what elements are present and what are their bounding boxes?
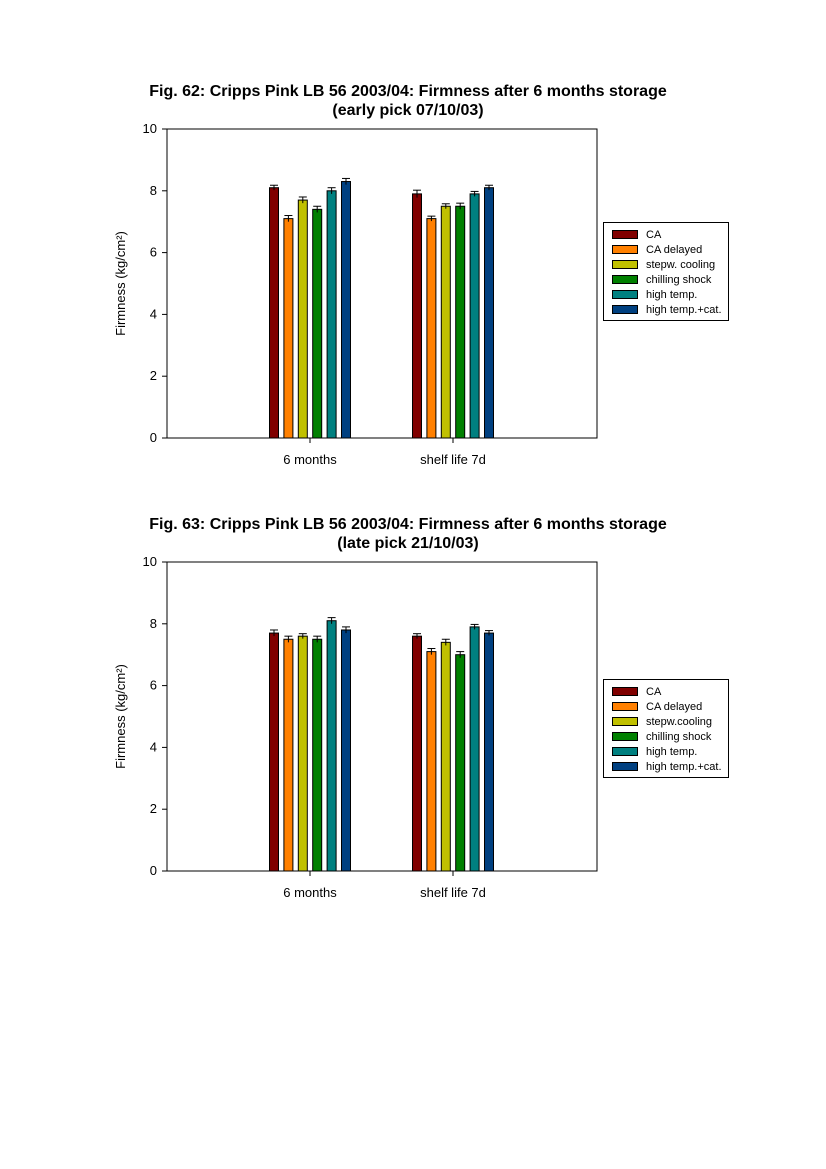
- chart-legend: CA CA delayed stepw. cooling chilling shock…: [603, 222, 729, 321]
- bar: [269, 632, 279, 872]
- bar: [312, 638, 323, 872]
- chart-title-line: Fig. 62: Cripps Pink LB 56 2003/04: Firm…: [149, 83, 667, 100]
- legend-swatch: [612, 762, 638, 771]
- x-tick-label: shelf life 7d: [420, 452, 486, 467]
- legend-label: CA delayed: [646, 700, 703, 713]
- legend-item: stepw.cooling: [612, 714, 722, 729]
- y-tick-label: 6: [150, 245, 157, 260]
- legend-swatch: [612, 732, 638, 741]
- legend-label: CA: [646, 685, 662, 698]
- legend-label: high temp.: [646, 288, 698, 301]
- bar: [426, 651, 437, 872]
- bar: [297, 199, 308, 439]
- chart-title: Fig. 63: Cripps Pink LB 56 2003/04: Firm…: [0, 515, 816, 553]
- bar: [269, 187, 279, 439]
- y-tick-label: 10: [143, 554, 157, 569]
- bar: [341, 629, 351, 872]
- bar: [326, 620, 337, 872]
- chart-title-line: Fig. 63: Cripps Pink LB 56 2003/04: Firm…: [149, 516, 667, 533]
- bar: [341, 181, 351, 439]
- legend-item: CA: [612, 684, 722, 699]
- legend-label: high temp.+cat.: [646, 760, 722, 773]
- chart-fig-63: Fig. 63: Cripps Pink LB 56 2003/04: Firm…: [0, 433, 826, 933]
- bar: [484, 632, 494, 872]
- bar: [440, 641, 451, 872]
- legend-item: high temp.+cat.: [612, 302, 722, 317]
- legend-item: chilling shock: [612, 272, 722, 287]
- bar: [440, 205, 451, 439]
- plot-frame: [166, 128, 598, 439]
- legend-swatch: [612, 305, 638, 314]
- chart-fig-62: Fig. 62: Cripps Pink LB 56 2003/04: Firm…: [0, 0, 826, 500]
- bar: [469, 193, 480, 439]
- bar: [326, 190, 337, 439]
- legend-swatch: [612, 717, 638, 726]
- legend-swatch: [612, 245, 638, 254]
- x-tick-label: 6 months: [283, 452, 337, 467]
- legend-label: stepw. cooling: [646, 258, 716, 271]
- legend-swatch: [612, 687, 638, 696]
- bar: [412, 193, 422, 439]
- bar: [297, 635, 308, 872]
- bar: [412, 635, 422, 872]
- y-axis-label: Firmness (kg/cm²): [113, 231, 128, 336]
- legend-label: high temp.+cat.: [646, 303, 722, 316]
- legend-label: chilling shock: [646, 730, 712, 743]
- legend-swatch: [612, 290, 638, 299]
- legend-label: chilling shock: [646, 273, 712, 286]
- chart-subtitle: (early pick 07/10/03): [332, 102, 484, 119]
- bar: [426, 218, 437, 439]
- bar: [455, 654, 466, 872]
- legend-swatch: [612, 275, 638, 284]
- y-tick-label: 10: [143, 121, 157, 136]
- y-tick-label: 6: [150, 678, 157, 693]
- y-tick-label: 2: [150, 801, 157, 816]
- chart-legend: CA CA delayed stepw.cooling chilling shock h…: [603, 679, 729, 778]
- x-tick-label: shelf life 7d: [420, 885, 486, 900]
- chart-subtitle: (late pick 21/10/03): [337, 535, 479, 552]
- chart-title: Fig. 62: Cripps Pink LB 56 2003/04: Firm…: [0, 82, 816, 120]
- bar: [455, 205, 466, 439]
- bar: [469, 626, 480, 872]
- legend-item: stepw. cooling: [612, 257, 722, 272]
- legend-label: stepw.cooling: [646, 715, 713, 728]
- y-tick-label: 4: [150, 306, 157, 321]
- legend-item: high temp.+cat.: [612, 759, 722, 774]
- legend-label: CA delayed: [646, 243, 703, 256]
- legend-swatch: [612, 230, 638, 239]
- plot-frame: [166, 561, 598, 872]
- bar: [283, 638, 294, 872]
- legend-item: CA: [612, 227, 722, 242]
- y-tick-label: 8: [150, 616, 157, 631]
- legend-item: CA delayed: [612, 699, 722, 714]
- y-tick-label: 2: [150, 368, 157, 383]
- legend-swatch: [612, 747, 638, 756]
- firmness-chart-late-pick: 0 2 4 6 8 10 Firmness (kg/cm²) 6 months shelf li…: [113, 554, 598, 900]
- bar: [283, 218, 294, 439]
- y-tick-label: 8: [150, 183, 157, 198]
- y-tick-label: 0: [150, 863, 157, 878]
- x-tick-label: 6 months: [283, 885, 337, 900]
- legend-item: CA delayed: [612, 242, 722, 257]
- legend-item: high temp.: [612, 287, 722, 302]
- legend-label: CA: [646, 228, 662, 241]
- legend-item: high temp.: [612, 744, 722, 759]
- legend-label: high temp.: [646, 745, 698, 758]
- legend-swatch: [612, 702, 638, 711]
- bar: [312, 208, 323, 439]
- y-tick-label: 0: [150, 430, 157, 445]
- firmness-chart-early-pick: 0 2 4 6 8 10 Firmness (kg/cm²) 6 months shelf li…: [113, 121, 598, 467]
- legend-swatch: [612, 260, 638, 269]
- y-tick-label: 4: [150, 739, 157, 754]
- legend-item: chilling shock: [612, 729, 722, 744]
- bar: [484, 187, 494, 439]
- y-axis-label: Firmness (kg/cm²): [113, 664, 128, 769]
